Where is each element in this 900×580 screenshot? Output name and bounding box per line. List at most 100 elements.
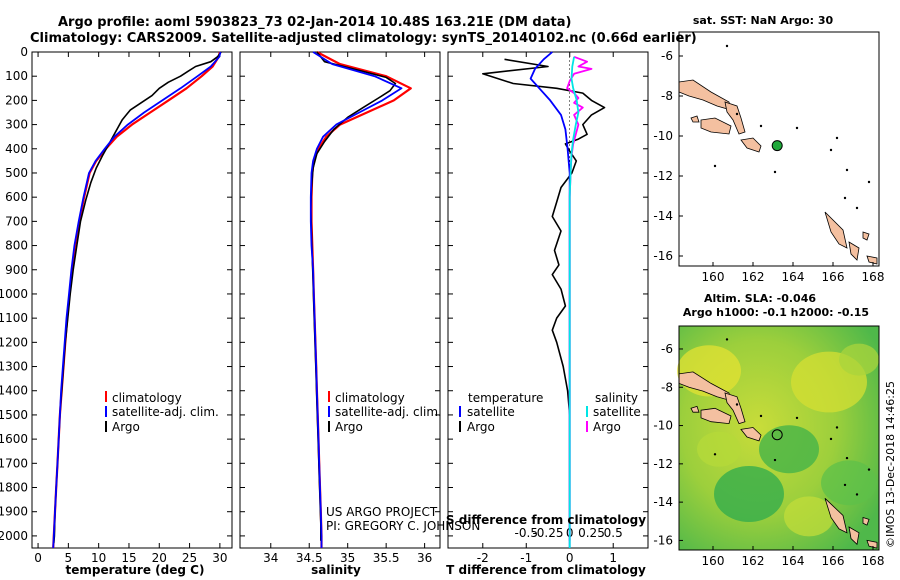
temperature-xtick-label: 10 [91, 551, 106, 565]
temperature-climatology-line [52, 51, 221, 549]
depth-tick-label: 2000 [0, 529, 28, 543]
sst-map-land-island [700, 117, 732, 135]
difference-xtick-label: 0 [566, 551, 574, 565]
sst-map-map-frame [678, 31, 880, 267]
sla-map-sla-patch [784, 496, 834, 537]
sla-map-islet [845, 456, 849, 460]
sst-map-islet [835, 136, 839, 140]
depth-tick-label: 1200 [0, 335, 28, 349]
temperature-satellite-line [52, 51, 222, 549]
temperature-xtick-label: 30 [212, 551, 227, 565]
difference-xlabel: T difference from climatology [446, 563, 646, 577]
sst-map-lon-label: 166 [822, 270, 845, 284]
sst-map-lat-label: -14 [653, 209, 673, 223]
sla-map-lat-label: -10 [653, 419, 673, 433]
sst-map-land-island [866, 255, 878, 265]
sst-map-lon-label: 160 [702, 270, 725, 284]
legend-t-satellite-label: satellite [467, 405, 515, 419]
depth-tick-label: 1700 [0, 456, 28, 470]
sla-map-sla-patch [759, 425, 819, 474]
temperature-legend: climatology satellite-adj. clim. Argo [105, 391, 219, 434]
s-difference-satellite-line [568, 56, 580, 548]
salinity-argo-line [309, 51, 397, 541]
sla-map-land-island [724, 392, 746, 425]
salinity-xtick-label: 34.5 [296, 551, 323, 565]
sla-map-sla-patch [714, 466, 784, 522]
s-diff-tick-label: -0.5 [515, 526, 538, 540]
sla-map-map-frame [678, 325, 880, 551]
sla-map-title-1: Altim. SLA: -0.046 [704, 292, 816, 305]
salinity-axes-frame [239, 51, 441, 549]
sla-map-islet [867, 468, 871, 471]
credit-line-1: US ARGO PROJECT [326, 505, 438, 519]
sst-map-lat-label: -10 [653, 129, 673, 143]
depth-tick-label: 1000 [0, 287, 28, 301]
temperature-xtick-label: 0 [34, 551, 42, 565]
difference-legend: temperature satellite Argo salinity sate… [459, 391, 641, 434]
sst-map-land-island [824, 211, 848, 249]
salinity-legend: climatology satellite-adj. clim. Argo [328, 391, 442, 434]
sst-map-islet [725, 44, 729, 48]
credit-line-2: PI: GREGORY C. JOHNSON [326, 519, 480, 533]
sla-map-sla-patch [821, 460, 877, 506]
sla-map-islet [835, 426, 839, 429]
sst-map-lat-label: -12 [653, 169, 673, 183]
sla-map-islet [855, 493, 859, 496]
s-difference-argo-line [566, 55, 593, 541]
sst-map-islet [867, 180, 871, 184]
depth-tick-label: 600 [5, 190, 28, 204]
sst-map-lon-label: 164 [782, 270, 805, 284]
sla-map-lat-label: -12 [653, 457, 673, 471]
temperature-xlabel: temperature (deg C) [66, 563, 205, 577]
depth-tick-label: 800 [5, 239, 28, 253]
sst-map-land-island [724, 101, 746, 135]
salinity-satellite-line [309, 51, 403, 548]
legend-s-argo-label: Argo [593, 420, 621, 434]
sst-map-lat-label: -8 [661, 89, 673, 103]
t-difference-satellite-line [529, 51, 571, 548]
sla-map-lon-label: 162 [742, 554, 765, 568]
salinity-xlabel: salinity [311, 563, 361, 577]
sst-map-lat-label: -16 [653, 249, 673, 263]
difference-axes-frame [447, 51, 649, 549]
sst-map-lat-label: -6 [661, 49, 673, 63]
sst-map-land-island [848, 241, 860, 261]
sla-map-float-marker [771, 429, 783, 441]
sla-map-title-2: Argo h1000: -0.1 h2000: -0.15 [683, 306, 869, 319]
sla-map-islet [843, 483, 847, 487]
sst-map-islet [713, 164, 717, 168]
sla-map-lon-label: 164 [782, 554, 805, 568]
sla-map-islet [713, 453, 717, 456]
depth-tick-label: 1600 [0, 432, 28, 446]
sla-map-islet [725, 338, 729, 341]
salinity-xtick-label: 35.5 [373, 551, 400, 565]
sla-map-land-island [862, 516, 870, 526]
sla-map-land-island [678, 371, 732, 402]
legend-climatology-label: climatology [335, 391, 405, 405]
sla-map-land-island [866, 539, 878, 549]
sla-map-lat-label: -8 [661, 380, 673, 394]
sla-map-lon-label: 168 [862, 554, 885, 568]
depth-tick-label: 1800 [0, 481, 28, 495]
sla-map-land-island [824, 498, 848, 534]
sst-map-islet [843, 196, 847, 200]
salinity-climatology-line [310, 51, 412, 548]
legend-argo-label: Argo [112, 420, 140, 434]
sst-map-islet [829, 148, 833, 152]
sla-map-lat-label: -16 [653, 533, 673, 547]
title-line-1: Argo profile: aoml 5903823_73 02-Jan-201… [58, 15, 571, 30]
depth-tick-label: 100 [5, 69, 28, 83]
sla-map-sla-patch [839, 343, 879, 376]
legend-t-argo-label: Argo [467, 420, 495, 434]
legend-s-satellite-label: satellite [593, 405, 641, 419]
legend-climatology-label: climatology [112, 391, 182, 405]
sla-map-lon-label: 166 [822, 554, 845, 568]
sla-map-land-island [740, 427, 762, 442]
legend-argo-label: Argo [335, 420, 363, 434]
sla-map-islet [795, 416, 799, 420]
sla-map-land-island [690, 405, 700, 413]
temperature-xtick-label: 15 [121, 551, 136, 565]
temperature-xtick-label: 5 [65, 551, 73, 565]
sst-map-land-island [690, 115, 700, 123]
